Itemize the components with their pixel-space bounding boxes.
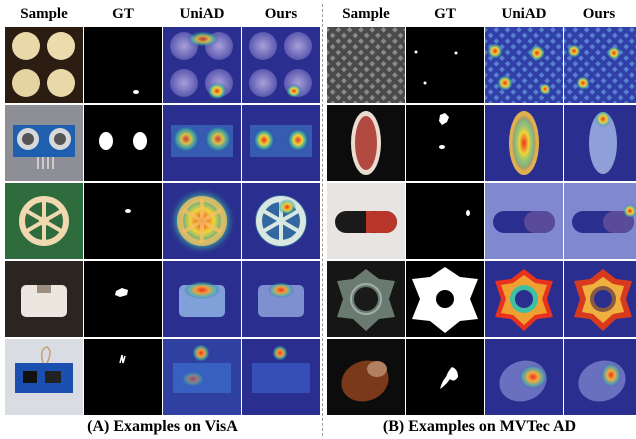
visa-sample-soap [5, 261, 83, 337]
mvtec-gt-capsule [406, 183, 484, 259]
visa-ours-pcb-sensor [242, 105, 320, 181]
header-visa-uniad: UniAD [179, 6, 225, 22]
visa-gt-wheel [84, 183, 162, 259]
visa-uniad-pills [163, 27, 241, 103]
mvtec-uniad-capsule [485, 183, 563, 259]
visa-sample-wheel [5, 183, 83, 259]
mvtec-sample-toothbrush [327, 105, 405, 181]
mvtec-ours-hazelnut [564, 339, 636, 415]
visa-sample-pills [5, 27, 83, 103]
mvtec-gt-metal-nut [406, 261, 484, 337]
header-visa-sample: Sample [20, 6, 68, 22]
header-mvtec-gt: GT [434, 6, 456, 22]
mvtec-sample-capsule [327, 183, 405, 259]
mvtec-gt-hazelnut [406, 339, 484, 415]
mvtec-ours-toothbrush [564, 105, 636, 181]
mvtec-uniad-grid [485, 27, 563, 103]
mvtec-uniad-hazelnut [485, 339, 563, 415]
visa-gt-pills [84, 27, 162, 103]
visa-ours-soap [242, 261, 320, 337]
header-mvtec-uniad: UniAD [501, 6, 547, 22]
header-visa-gt: GT [112, 6, 134, 22]
header-mvtec-ours: Ours [582, 6, 616, 22]
mvtec-gt-grid [406, 27, 484, 103]
visa-gt-pcb-sensor [84, 105, 162, 181]
mvtec-sample-hazelnut [327, 339, 405, 415]
visa-ours-pills [242, 27, 320, 103]
mvtec-ours-metal-nut [564, 261, 636, 337]
visa-ours-wheel [242, 183, 320, 259]
header-visa-ours: Ours [264, 6, 298, 22]
mvtec-ours-grid [564, 27, 636, 103]
panel-divider [322, 4, 323, 436]
visa-uniad-wheel [163, 183, 241, 259]
caption-visa: (A) Examples on VisA [87, 418, 238, 435]
visa-uniad-soap [163, 261, 241, 337]
visa-gt-soap [84, 261, 162, 337]
visa-gt-pcb-board [84, 339, 162, 415]
caption-mvtec: (B) Examples on MVTec AD [382, 418, 577, 435]
visa-ours-pcb-board [242, 339, 320, 415]
mvtec-ours-capsule [564, 183, 636, 259]
visa-sample-pcb-sensor [5, 105, 83, 181]
mvtec-uniad-metal-nut [485, 261, 563, 337]
mvtec-sample-grid [327, 27, 405, 103]
header-mvtec-sample: Sample [342, 6, 390, 22]
mvtec-sample-metal-nut [327, 261, 405, 337]
visa-uniad-pcb-sensor [163, 105, 241, 181]
mvtec-uniad-toothbrush [485, 105, 563, 181]
mvtec-gt-toothbrush [406, 105, 484, 181]
visa-sample-pcb-board [5, 339, 83, 415]
visa-uniad-pcb-board [163, 339, 241, 415]
